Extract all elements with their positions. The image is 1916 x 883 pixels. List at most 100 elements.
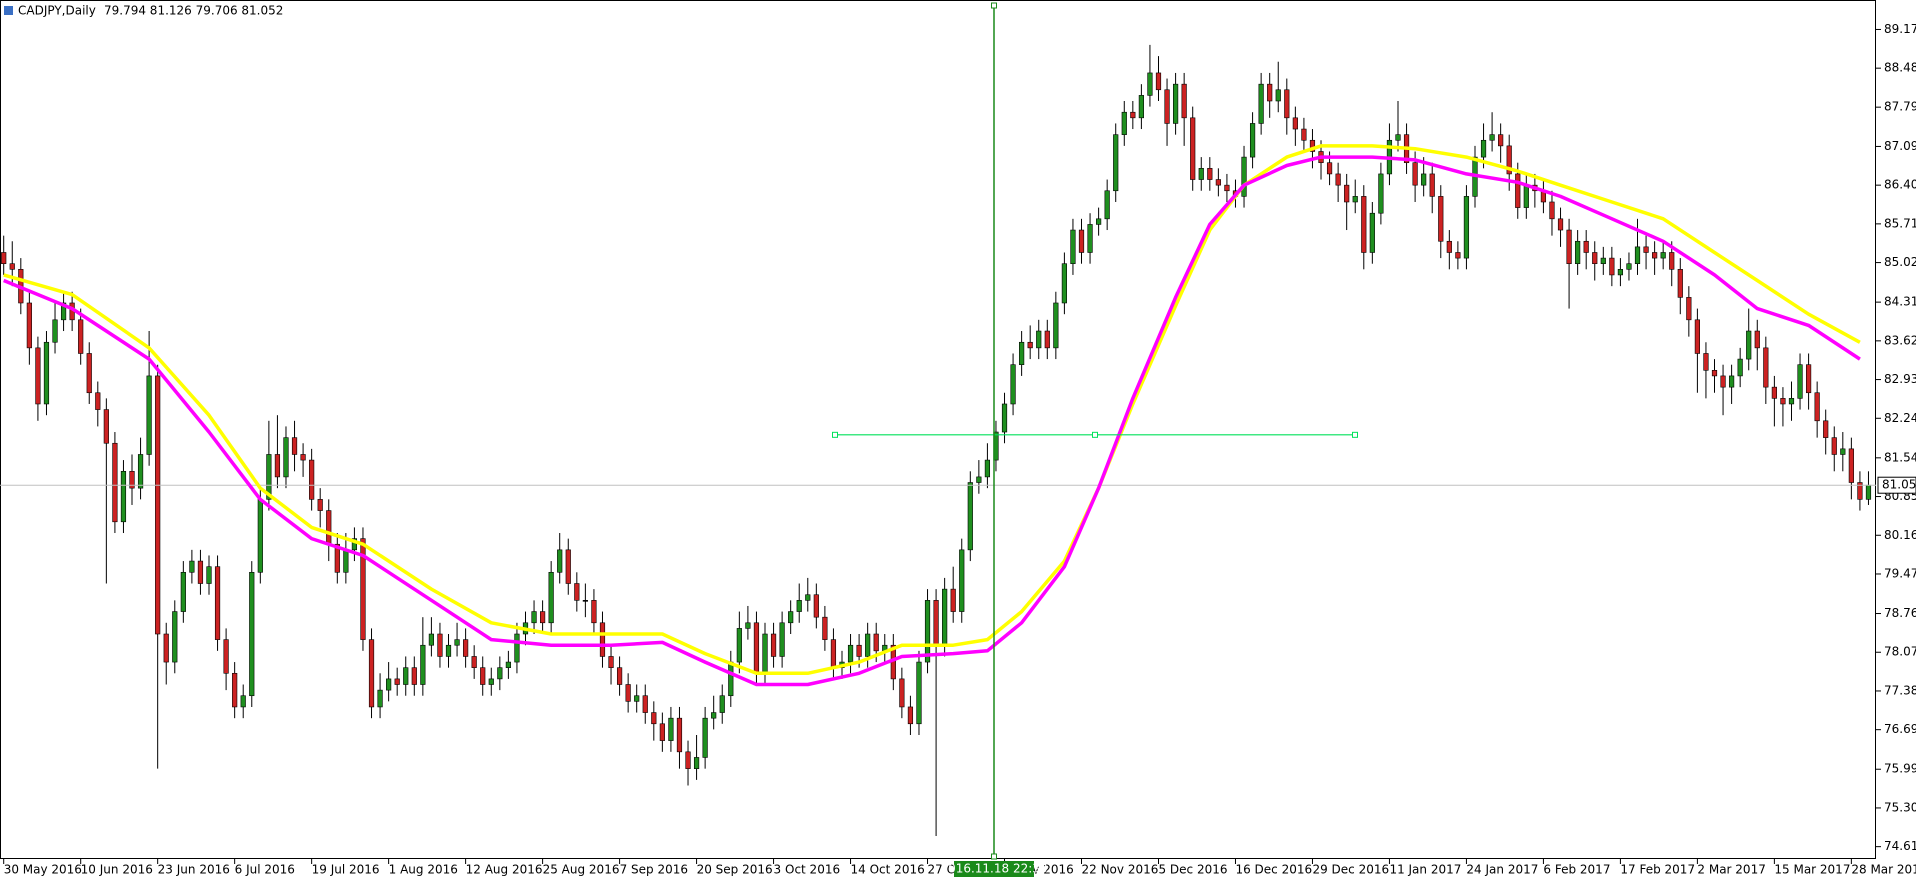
candle-body xyxy=(103,409,109,444)
candle-body xyxy=(1814,392,1820,422)
candle-body xyxy=(762,633,768,674)
candle-body xyxy=(78,319,84,354)
candle-body xyxy=(1121,111,1127,135)
candle-body xyxy=(445,644,452,657)
candle-body xyxy=(1523,184,1529,208)
candle-body xyxy=(685,751,691,769)
candle-body xyxy=(796,600,802,612)
candle-body xyxy=(1249,123,1256,158)
candle-body xyxy=(924,600,931,663)
candle-body xyxy=(249,571,255,697)
candle-body xyxy=(1292,117,1298,130)
candle-body xyxy=(411,667,417,685)
candle-body xyxy=(565,549,571,584)
y-tick-label: 76.695 xyxy=(1884,722,1916,736)
candle-body xyxy=(403,667,409,685)
candle-body xyxy=(830,639,837,668)
candle-body xyxy=(232,672,238,708)
candle-body xyxy=(60,302,67,321)
candle-body xyxy=(822,616,828,640)
candle-body xyxy=(454,639,460,646)
y-tick-label: 75.990 xyxy=(1884,762,1916,776)
trendline-handle xyxy=(1352,431,1358,438)
candle-body xyxy=(163,633,169,663)
y-tick-label: 79.470 xyxy=(1884,566,1916,580)
x-tick-label: 23 Jun 2016 xyxy=(158,863,230,877)
candle-body xyxy=(1438,196,1444,242)
candle-body xyxy=(540,611,546,624)
candle-body xyxy=(531,611,537,624)
candle-body xyxy=(343,549,349,573)
candle-body xyxy=(334,543,340,573)
x-tick-label: 24 Jan 2017 xyxy=(1466,863,1538,877)
candle-body xyxy=(1019,341,1025,365)
candle-body xyxy=(1557,218,1564,231)
candle-body xyxy=(9,263,15,270)
candle-body xyxy=(1181,83,1187,119)
y-tick-label: 87.090 xyxy=(1884,139,1916,153)
candle-body xyxy=(1711,370,1718,377)
candle-body xyxy=(1044,330,1050,349)
candle-body xyxy=(779,622,785,657)
x-tick-label: 14 Oct 2016 xyxy=(851,863,925,877)
candle-body xyxy=(1309,139,1316,152)
candle-body xyxy=(1138,95,1144,119)
candle-body xyxy=(959,549,965,612)
candle-body xyxy=(753,622,760,674)
ma-line xyxy=(3,155,1861,687)
candle-body xyxy=(1172,83,1179,124)
x-tick-label: 6 Jul 2016 xyxy=(235,863,295,877)
candle-body xyxy=(428,633,435,646)
y-tick-label: 75.300 xyxy=(1884,800,1916,814)
chart-title: CADJPY,Daily xyxy=(18,4,96,18)
candle-body xyxy=(283,437,289,478)
candle-body xyxy=(1446,240,1452,253)
candle-body xyxy=(1660,252,1666,259)
candle-body xyxy=(788,611,794,624)
candle-body xyxy=(950,588,956,612)
candle-body xyxy=(651,712,657,725)
candle-body xyxy=(1326,162,1333,175)
candle-body xyxy=(1241,156,1247,197)
x-tick-label: 28 Mar 2017 xyxy=(1851,863,1916,877)
candle-body xyxy=(1797,364,1803,399)
candle-body xyxy=(206,566,212,584)
candle-body xyxy=(326,510,332,545)
candle-body xyxy=(1831,437,1837,455)
candle-body xyxy=(214,566,221,640)
candle-body xyxy=(711,712,717,719)
candle-body xyxy=(1352,196,1358,203)
candle-body xyxy=(1378,173,1384,214)
candle-body xyxy=(95,392,101,410)
y-tick-label: 82.935 xyxy=(1884,372,1916,386)
candle-body xyxy=(1,252,7,265)
candle-body xyxy=(1575,240,1581,265)
candle-body xyxy=(1515,173,1521,208)
candle-body xyxy=(1746,330,1752,360)
x-tick-label: 6 Feb 2017 xyxy=(1543,863,1610,877)
candle-body xyxy=(745,622,751,629)
candle-body xyxy=(1506,145,1512,175)
candle-body xyxy=(728,661,734,697)
vertical-line-handle xyxy=(991,853,997,860)
y-tick-label: 82.245 xyxy=(1884,411,1916,425)
candle-body xyxy=(155,375,161,635)
x-tick-label: 10 Jun 2016 xyxy=(81,863,153,877)
candle-body xyxy=(488,678,494,685)
candle-body xyxy=(1634,246,1641,265)
candle-body xyxy=(360,538,366,640)
candle-body xyxy=(1848,448,1854,483)
x-tick-label: 19 Jul 2016 xyxy=(312,863,380,877)
symbol-icon xyxy=(4,6,13,15)
x-tick-label: 22 Nov 2016 xyxy=(1082,863,1159,877)
x-tick-label: 7 Sep 2016 xyxy=(620,863,688,877)
candle-body xyxy=(1395,134,1401,141)
x-tick-label: 20 Sep 2016 xyxy=(697,863,773,877)
plot-frame xyxy=(0,0,1876,859)
x-tick-label: 16 Dec 2016 xyxy=(1235,863,1312,877)
candle-body xyxy=(1027,341,1033,349)
candles xyxy=(1,44,1872,836)
candle-body xyxy=(1480,139,1487,158)
